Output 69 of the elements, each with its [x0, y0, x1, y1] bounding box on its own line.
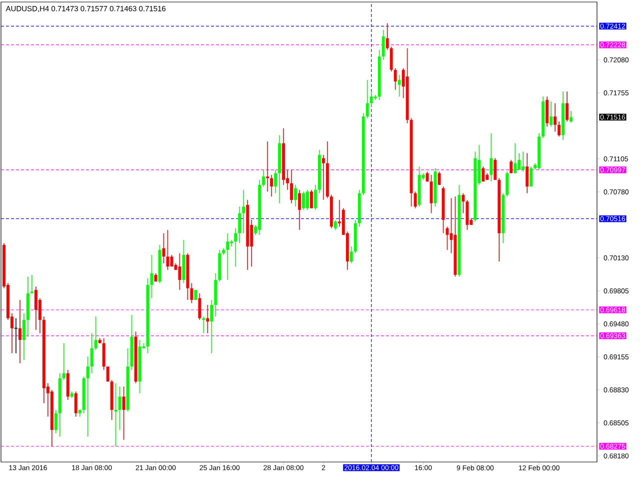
candlestick: [386, 22, 389, 50]
candlestick: [66, 370, 70, 400]
candlestick: [274, 169, 278, 194]
candlestick: [178, 252, 182, 290]
candlestick: [558, 121, 561, 137]
candlestick: [210, 300, 214, 354]
candlestick: [394, 68, 397, 90]
candlestick: [310, 189, 313, 209]
candlestick: [550, 101, 553, 127]
candlestick: [398, 74, 401, 97]
candlestick: [238, 206, 242, 244]
candlestick: [54, 410, 58, 434]
candlestick: [62, 342, 66, 380]
candlestick: [270, 174, 274, 197]
candlestick: [114, 382, 118, 447]
candlestick: [506, 171, 509, 197]
candlestick: [466, 200, 469, 230]
candlestick: [382, 29, 385, 60]
candlestick: [482, 166, 485, 182]
candlestick: [446, 226, 449, 250]
candlestick: [430, 174, 433, 214]
candlestick: [366, 79, 369, 119]
candlestick: [546, 96, 549, 127]
candlestick: [414, 191, 417, 209]
candlestick: [166, 229, 170, 270]
candlestick: [566, 91, 569, 122]
candlestick: [202, 316, 206, 334]
candlestick: [190, 282, 194, 304]
candlestick: [242, 189, 246, 234]
candlestick: [102, 338, 106, 370]
candlestick: [122, 386, 126, 440]
candlestick: [230, 240, 234, 247]
candlestick: [526, 152, 529, 194]
candlestick: [570, 110, 573, 123]
candlestick: [234, 228, 238, 267]
candlestick: [86, 356, 90, 438]
candlestick: [530, 166, 533, 187]
candlestick: [118, 386, 122, 430]
candlestick: [350, 246, 353, 264]
candlestick: [206, 304, 210, 334]
candlestick: [226, 232, 230, 280]
candlestick: [370, 91, 373, 107]
candlestick: [302, 191, 305, 210]
candlestick: [30, 274, 34, 294]
candlestick: [518, 152, 521, 170]
candlestick: [90, 332, 94, 374]
candlestick: [22, 312, 26, 360]
candlestick: [494, 158, 497, 180]
candlestick: [294, 184, 297, 208]
candlestick: [334, 220, 337, 230]
candlestick: [314, 184, 317, 210]
candlestick: [514, 142, 517, 174]
candlestick: [74, 391, 78, 418]
candlestick: [554, 102, 557, 132]
candlestick: [290, 169, 293, 204]
candlestick: [94, 316, 98, 350]
candlestick: [490, 132, 493, 182]
candlestick: [322, 154, 325, 200]
candlestick: [266, 141, 270, 192]
candlestick: [262, 169, 266, 187]
candlestick: [106, 366, 110, 382]
candlestick: [522, 151, 525, 172]
candlestick: [298, 189, 301, 230]
candlestick: [34, 286, 38, 330]
candlestick: [198, 292, 202, 320]
candlestick: [306, 189, 309, 210]
candlestick: [390, 46, 393, 72]
candlestick: [510, 160, 513, 174]
candlestick: [18, 300, 22, 364]
